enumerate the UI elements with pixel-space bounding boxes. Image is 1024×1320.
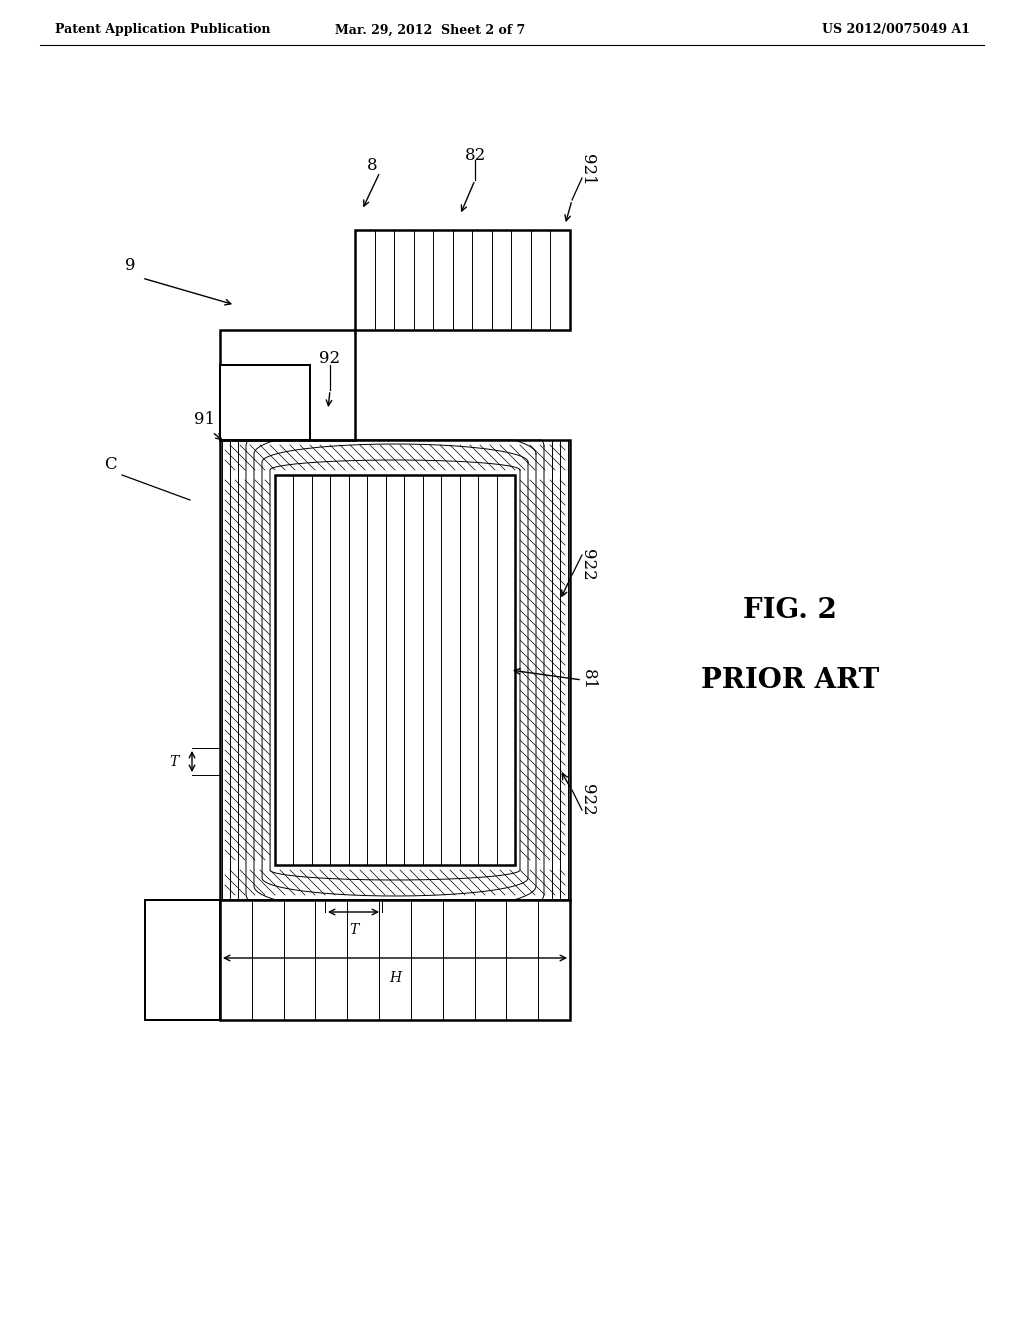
Text: C: C [103, 457, 117, 474]
Bar [275, 475, 515, 865]
Text: 922: 922 [580, 549, 597, 581]
Bar [145, 900, 220, 1020]
Text: 82: 82 [464, 147, 485, 164]
Bar [355, 230, 570, 330]
Text: 91: 91 [195, 412, 216, 429]
Bar [220, 440, 570, 900]
Text: 9: 9 [125, 256, 135, 273]
Text: 922: 922 [580, 784, 597, 816]
Text: Patent Application Publication: Patent Application Publication [55, 24, 270, 37]
Bar [220, 330, 355, 440]
Text: 8: 8 [367, 157, 377, 173]
Text: T: T [349, 923, 358, 937]
Text: 921: 921 [580, 154, 597, 186]
Text: PRIOR ART: PRIOR ART [700, 667, 880, 693]
Bar [220, 900, 570, 1020]
Bar [220, 366, 310, 440]
Text: FIG. 2: FIG. 2 [743, 597, 837, 623]
Text: T: T [169, 755, 178, 768]
Text: H: H [389, 972, 401, 985]
Text: 92: 92 [319, 350, 341, 367]
Text: 81: 81 [580, 669, 597, 690]
Text: Mar. 29, 2012  Sheet 2 of 7: Mar. 29, 2012 Sheet 2 of 7 [335, 24, 525, 37]
Text: US 2012/0075049 A1: US 2012/0075049 A1 [822, 24, 970, 37]
